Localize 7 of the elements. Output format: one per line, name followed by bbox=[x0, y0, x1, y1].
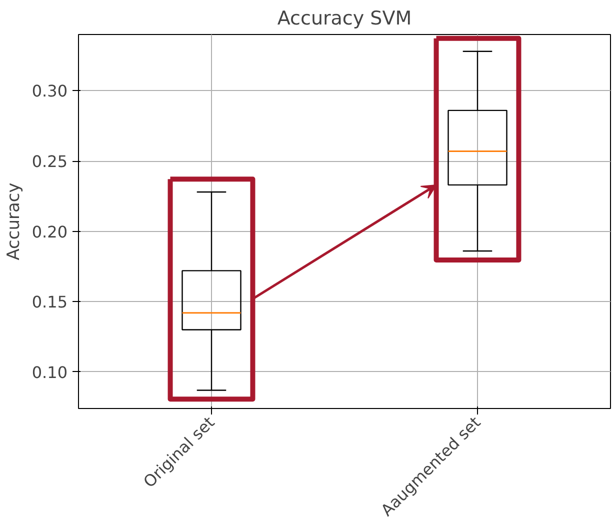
y-tick-label: 0.15 bbox=[32, 292, 68, 312]
y-tick-label: 0.30 bbox=[32, 82, 68, 101]
y-tick-label: 0.25 bbox=[32, 152, 68, 172]
y-axis-title: Accuracy bbox=[4, 182, 24, 260]
chart-title: Accuracy SVM bbox=[277, 8, 412, 30]
y-tick-label: 0.20 bbox=[32, 222, 68, 242]
y-tick-label: 0.10 bbox=[32, 362, 68, 382]
